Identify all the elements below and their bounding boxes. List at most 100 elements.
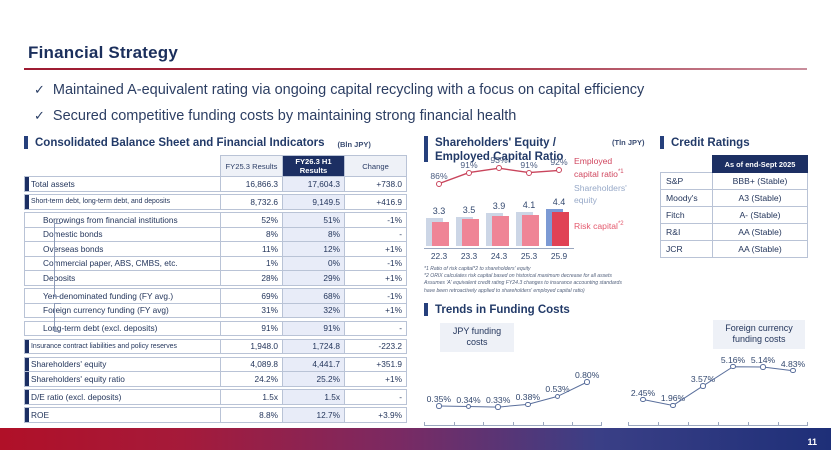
- axis-tick: [572, 422, 574, 426]
- jpy-tag-line2: costs: [466, 337, 488, 348]
- cell-fy26h1: 91%: [282, 320, 345, 336]
- ratio-value-label: 86%: [430, 170, 448, 181]
- axis-tick: [453, 422, 455, 426]
- footnote-line: *1 Ratio of risk capital*2 to shareholde…: [424, 266, 531, 272]
- header-blank: [25, 156, 221, 177]
- table-row: Commercial paper, ABS, CMBS, etc. 1% 0% -1%: [24, 255, 407, 271]
- cell-change: -1%: [344, 288, 407, 304]
- table-row: Shareholders' equity 4,089.8 4,441.7 +351.9: [24, 356, 407, 372]
- balance-sheet-heading-text: Consolidated Balance Sheet and Financial…: [35, 137, 325, 149]
- legend-ratio-line1: Employed: [574, 156, 613, 166]
- cell-fy26h1: 1,724.8: [282, 338, 345, 354]
- agency-rating: BBB+ (Stable): [712, 172, 808, 190]
- table-row: Moody's A3 (Stable): [660, 189, 808, 207]
- agency-name: R&I: [660, 223, 713, 241]
- row-label: Borrowings from financial institutions: [24, 212, 221, 228]
- cell-fy25: 1,948.0: [220, 338, 283, 354]
- table-row: Fitch A- (Stable): [660, 206, 808, 224]
- data-point: [465, 403, 472, 410]
- jpy-funding-costs-tag: JPY funding costs: [440, 323, 514, 352]
- credit-ratings-header-row: As of end-Sept 2025: [661, 155, 808, 173]
- cell-fy25: 31%: [220, 302, 283, 318]
- agency-name: S&P: [660, 172, 713, 190]
- cell-change: -1%: [344, 255, 407, 271]
- jpy-tag-line1: JPY funding: [452, 326, 502, 336]
- cell-change: +1%: [344, 371, 407, 387]
- axis-tick: [542, 422, 544, 426]
- equity-chart-plot: 22.3 23.3 24.3 25.3 25.9 3.3 86% 3.5 91% 3.9 93% 4…: [424, 152, 574, 264]
- column-header: FY26.3 H1 Results: [282, 155, 345, 177]
- axis-tick: [718, 422, 719, 426]
- bullet-list: ✓ Maintained A-equivalent rating via ong…: [34, 80, 734, 132]
- bullet-text: Maintained A-equivalent rating via ongoi…: [52, 82, 645, 98]
- section-accent-bar: [24, 136, 28, 149]
- table-row: Shareholders' equity ratio 24.2% 25.2% +1%: [24, 371, 407, 387]
- data-label: 0.80%: [574, 370, 600, 380]
- credit-ratings-heading-text: Credit Ratings: [671, 137, 750, 149]
- cell-fy26h1: 9,149.5: [282, 194, 345, 210]
- row-label: Domestic bonds: [24, 226, 221, 242]
- row-label: Overseas bonds: [24, 241, 221, 257]
- table-row: D/E ratio (excl. deposits) 1.5x 1.5x -: [24, 389, 407, 405]
- ratio-point: [526, 169, 532, 176]
- data-label: 2.45%: [630, 387, 656, 398]
- agency-rating: AA (Stable): [712, 223, 808, 241]
- cell-fy25: 4,089.8: [220, 356, 283, 372]
- check-icon: ✓: [34, 82, 45, 97]
- legend-shareholders-equity: Shareholders' equity: [574, 183, 658, 206]
- agency-rating: A3 (Stable): [712, 189, 808, 207]
- cell-fy26h1: 12%: [282, 241, 345, 257]
- table-header-row: FY25.3 Results FY26.3 H1 Results Change: [25, 155, 407, 177]
- cell-fy26h1: 17,604.3: [282, 176, 345, 192]
- section-accent-bar: [424, 303, 428, 316]
- footnote-line: *2 ORIX calculates risk capital based on…: [424, 273, 612, 280]
- ratio-value-label: 91%: [520, 159, 538, 170]
- check-icon: ✓: [34, 107, 45, 123]
- table-row: Deposits 28% 29% +1%: [24, 270, 407, 286]
- data-point: [584, 379, 590, 385]
- footer-bar: 11: [0, 428, 831, 450]
- bullet-item: ✓ Secured competitive funding costs by m…: [34, 106, 734, 128]
- data-label: 1.96%: [660, 393, 686, 404]
- column-header: FY25.3 Results: [220, 155, 283, 177]
- table-row: R&I AA (Stable): [660, 223, 808, 241]
- footnote-line: Assumes 'A' equivalent credit rating FY2…: [424, 280, 622, 287]
- agency-rating: AA (Stable): [712, 240, 808, 258]
- x-tick-label: 24.3: [490, 251, 508, 261]
- data-label: 4.83%: [780, 358, 806, 369]
- axis-tick: [424, 422, 425, 426]
- table-row: S&P BBB+ (Stable): [660, 172, 808, 190]
- row-label: Insurance contract liabilities and polic…: [24, 338, 221, 354]
- ratio-point: [496, 165, 502, 172]
- axis-tick: [658, 422, 659, 426]
- balance-sheet-table: FY25.3 Results FY26.3 H1 Results Change Tot…: [24, 155, 407, 423]
- row-label: Shareholders' equity: [24, 356, 221, 372]
- cell-fy26h1: 68%: [282, 288, 345, 304]
- table-row: Total assets 16,866.3 17,604.3 +738.0: [24, 176, 407, 192]
- x-tick-label: 25.9: [550, 251, 568, 261]
- data-label: 0.53%: [545, 384, 570, 395]
- table-row: Short-term debt, long-term debt, and dep…: [24, 194, 407, 210]
- jpy-funding-costs-chart: 0.35%21.30.34%22.30.33%23.30.38%24.30.53…: [424, 360, 602, 440]
- bar-value-label: 4.1: [522, 199, 536, 210]
- cell-fy26h1: 29%: [282, 270, 345, 286]
- data-label: 0.35%: [426, 394, 452, 404]
- table-row: Foreign currency funding (FY avg) 31% 32% +…: [24, 302, 407, 318]
- title-underline: [24, 68, 807, 70]
- header-blank: [661, 156, 713, 173]
- cell-change: +1%: [344, 241, 407, 257]
- legend-risk-text: Risk capital: [574, 221, 618, 232]
- cell-fy25: 91%: [220, 320, 283, 336]
- bar-value-label: 3.3: [432, 206, 446, 217]
- footnote-line: have been retroactively applied to share…: [424, 287, 585, 294]
- cell-fy25: 52%: [220, 212, 283, 228]
- x-tick-label: 22.3: [430, 251, 448, 261]
- equity-chart: 22.3 23.3 24.3 25.3 25.9 3.3 86% 3.5 91% 3.9 93% 4…: [424, 152, 656, 264]
- row-label: Shareholders' equity ratio: [24, 371, 221, 387]
- fx-funding-costs-tag: Foreign currency funding costs: [713, 320, 805, 349]
- legend-ratio-sup: *1: [617, 168, 624, 175]
- equity-chart-unit: (Tln JPY): [612, 138, 645, 147]
- table-row: Long-term debt (excl. deposits) 91% 91% -: [24, 320, 407, 336]
- axis-tick: [688, 422, 689, 426]
- section-accent-bar: [660, 136, 664, 149]
